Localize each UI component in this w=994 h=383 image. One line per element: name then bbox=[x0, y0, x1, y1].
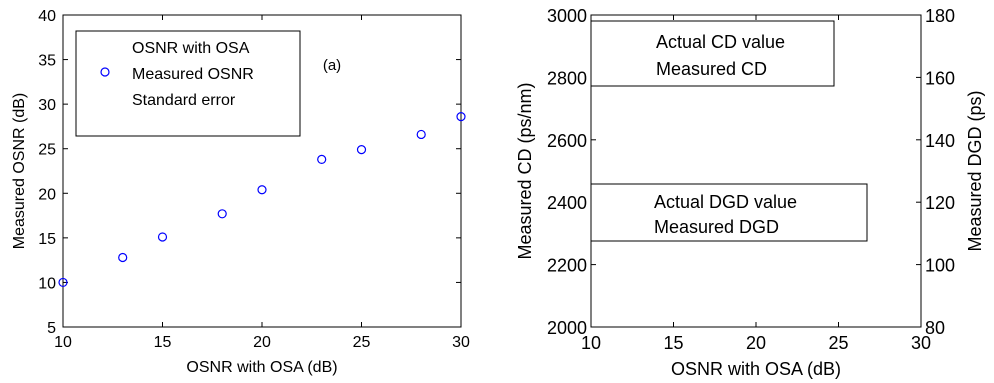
legend-entry-measured-dgd: Measured DGD bbox=[654, 217, 779, 237]
right-y2-tick-label-dgd: 180 bbox=[925, 6, 955, 26]
legend-entry-osnr-with-osa: OSNR with OSA bbox=[132, 40, 250, 57]
legend-entry-actual-dgd: Actual DGD value bbox=[654, 192, 797, 212]
right-y2-tick-label-dgd: 140 bbox=[925, 131, 955, 151]
cd-legend: Actual CD value Measured CD bbox=[590, 20, 835, 87]
left-legend: OSNR with OSA Measured OSNR Standard err… bbox=[75, 30, 301, 137]
right-x-axis-label: OSNR with OSA (dB) bbox=[671, 359, 841, 379]
legend-entry-measured-cd: Measured CD bbox=[656, 59, 767, 79]
left-y-tick-label: 10 bbox=[38, 275, 56, 292]
right-x-tick-label: 20 bbox=[746, 333, 766, 353]
data-point-measured-osnr bbox=[356, 145, 367, 155]
right-y-axis-label-cd: Measured CD (ps/nm) bbox=[515, 82, 535, 259]
right-x-tick-label: 10 bbox=[581, 333, 601, 353]
left-y-tick-label: 40 bbox=[38, 8, 56, 25]
data-point-measured-osnr bbox=[217, 209, 227, 219]
right-y2-tick-label-dgd: 100 bbox=[925, 256, 955, 276]
left-y-tick-label: 20 bbox=[38, 186, 56, 203]
left-y-tick-label: 15 bbox=[38, 231, 56, 248]
right-y-tick-label-cd: 3000 bbox=[547, 6, 587, 26]
left-x-tick-label: 25 bbox=[353, 334, 371, 351]
right-x-tick-label: 30 bbox=[911, 333, 931, 353]
data-point-measured-osnr bbox=[118, 252, 128, 263]
left-series-measured-osnr bbox=[58, 112, 466, 288]
right-x-tick-label: 25 bbox=[828, 333, 848, 353]
right-y-tick-label-cd: 2400 bbox=[547, 193, 587, 213]
data-point-measured-osnr bbox=[157, 232, 168, 242]
right-y-tick-label-cd: 2800 bbox=[547, 68, 587, 88]
dgd-legend-box bbox=[590, 183, 868, 242]
data-point-measured-osnr bbox=[257, 185, 267, 195]
left-x-axis-label: OSNR with OSA (dB) bbox=[186, 359, 337, 376]
legend-marker-measured-osnr bbox=[100, 67, 110, 77]
legend-entry-actual-cd: Actual CD value bbox=[656, 32, 785, 52]
legend-entry-standard-error: Standard error bbox=[132, 92, 236, 109]
right-y-tick-label-cd: 2200 bbox=[547, 256, 587, 276]
right-axis-ticks: 10 15 20 25 30 2000 2200 2400 2600 2800 3000 80 100 1… bbox=[547, 6, 955, 353]
cd-legend-box bbox=[590, 20, 835, 87]
data-point-measured-osnr bbox=[58, 277, 68, 288]
data-point-measured-osnr bbox=[317, 154, 327, 165]
left-y-tick-label: 5 bbox=[47, 320, 56, 337]
left-x-tick-label: 15 bbox=[154, 334, 172, 351]
panel-label-a: (a) bbox=[323, 57, 341, 74]
right-x-tick-label: 15 bbox=[663, 333, 683, 353]
right-y-tick-label-cd: 2600 bbox=[547, 131, 587, 151]
left-y-tick-label: 35 bbox=[38, 53, 56, 70]
right-y-tick-label-cd: 2000 bbox=[547, 318, 587, 338]
dgd-legend: Actual DGD value Measured DGD bbox=[590, 183, 868, 242]
left-x-tick-label: 20 bbox=[253, 334, 271, 351]
data-point-measured-osnr bbox=[456, 112, 466, 122]
left-x-tick-label: 10 bbox=[54, 334, 72, 351]
right-y-axis-label-dgd: Measured DGD (ps) bbox=[965, 90, 985, 251]
right-y2-tick-label-dgd: 160 bbox=[925, 68, 955, 88]
legend-entry-measured-osnr: Measured OSNR bbox=[132, 66, 254, 83]
data-point-measured-osnr bbox=[416, 129, 426, 140]
left-y-axis-label: Measured OSNR (dB) bbox=[11, 93, 28, 250]
right-y2-tick-label-dgd: 120 bbox=[925, 193, 955, 213]
left-y-tick-label: 25 bbox=[38, 142, 56, 159]
right-y2-tick-label-dgd: 80 bbox=[925, 318, 945, 338]
left-legend-box bbox=[75, 30, 301, 137]
left-y-tick-label: 30 bbox=[38, 97, 56, 114]
right-chart: 10 15 20 25 30 2000 2200 2400 2600 2800 3000 80 100 1… bbox=[515, 6, 985, 379]
left-x-tick-label: 30 bbox=[452, 334, 470, 351]
